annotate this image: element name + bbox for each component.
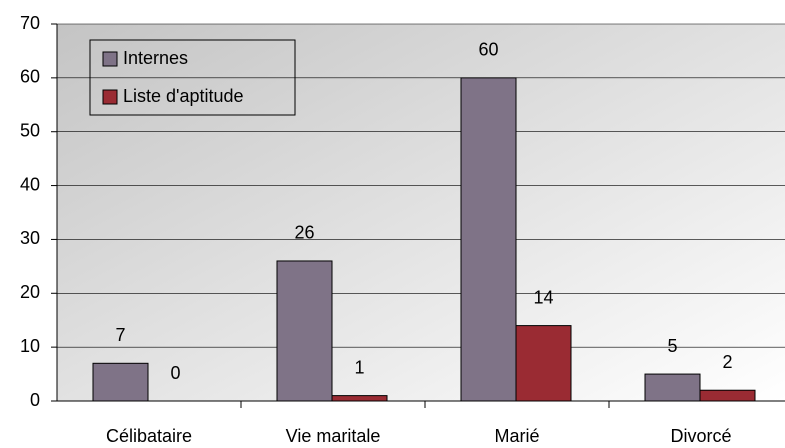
data-label: 0: [170, 363, 180, 383]
legend-label: Liste d'aptitude: [123, 86, 244, 106]
y-tick-label: 20: [20, 282, 40, 302]
x-tick-label: Divorcé: [670, 426, 731, 446]
x-tick-label: Vie maritale: [286, 426, 381, 446]
bar: [92, 362, 149, 402]
y-tick-label: 40: [20, 174, 40, 194]
x-tick-label: Célibataire: [106, 426, 192, 446]
y-tick-label: 30: [20, 228, 40, 248]
data-label: 5: [667, 336, 677, 356]
data-label: 2: [722, 352, 732, 372]
legend-label: Internes: [123, 48, 188, 68]
legend-swatch: [102, 51, 118, 67]
plot-area: [57, 24, 785, 401]
bar: [331, 395, 388, 402]
y-tick-label: 60: [20, 67, 40, 87]
y-tick-label: 0: [30, 390, 40, 410]
data-label: 14: [533, 287, 553, 307]
x-tick-label: Marié: [494, 426, 539, 446]
data-label: 60: [478, 40, 498, 60]
bar: [515, 325, 572, 402]
data-label: 1: [354, 357, 364, 377]
y-tick-label: 50: [20, 120, 40, 140]
data-label: 7: [115, 325, 125, 345]
bar: [460, 77, 517, 402]
bar: [644, 373, 701, 402]
y-tick-label: 70: [20, 13, 40, 33]
y-tick-label: 10: [20, 336, 40, 356]
bar: [276, 260, 333, 402]
data-label: 26: [294, 223, 314, 243]
bar: [699, 389, 756, 402]
legend-swatch: [102, 89, 118, 105]
legend: [89, 39, 296, 116]
